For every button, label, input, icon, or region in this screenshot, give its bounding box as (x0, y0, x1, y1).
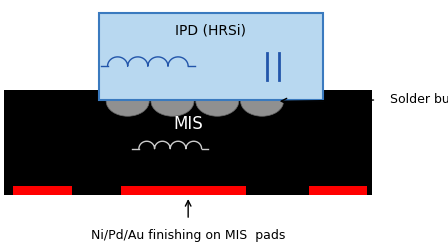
Ellipse shape (241, 86, 284, 116)
Bar (4, 90, 372, 195)
Text: Solder bumps: Solder bumps (390, 94, 448, 106)
Ellipse shape (151, 86, 194, 116)
Bar (121, 186, 246, 195)
Bar (99, 12, 323, 100)
Text: Ni/Pd/Au finishing on MIS  pads: Ni/Pd/Au finishing on MIS pads (91, 228, 285, 241)
Text: MIS: MIS (173, 115, 203, 133)
Ellipse shape (106, 86, 149, 116)
Bar (13, 186, 72, 195)
Bar (309, 186, 367, 195)
Text: IPD (HRSi): IPD (HRSi) (175, 23, 246, 37)
Ellipse shape (196, 86, 239, 116)
